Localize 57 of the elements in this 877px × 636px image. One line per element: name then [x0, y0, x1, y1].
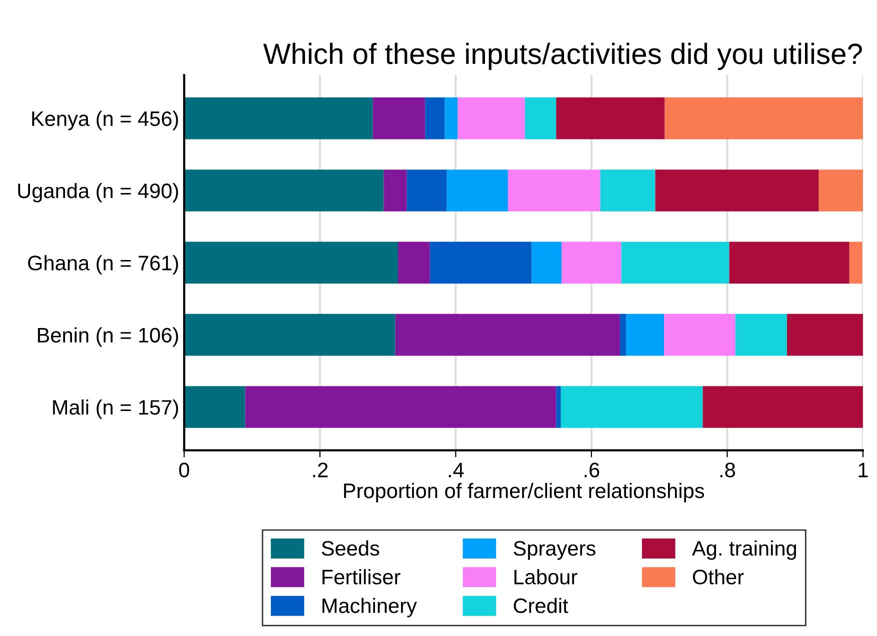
bar	[430, 242, 532, 284]
legend-label: Seeds	[322, 540, 380, 556]
legend-label: Labour	[514, 569, 578, 584]
x-tick-label: 1	[858, 462, 868, 478]
bar	[818, 170, 863, 212]
legend-label: Other	[692, 569, 744, 584]
bar	[384, 170, 407, 212]
bar	[245, 386, 556, 428]
x-tick-label: .8	[720, 462, 735, 478]
bar	[372, 97, 426, 140]
bar	[425, 97, 445, 140]
bar	[620, 314, 626, 356]
bar	[398, 242, 430, 284]
bar	[184, 314, 396, 356]
x-tick-label: .4	[448, 462, 464, 478]
x-tick-label: .6	[584, 462, 600, 478]
bar	[184, 386, 246, 428]
x-tick-label: 0	[179, 462, 190, 478]
legend-label: Sprayers	[514, 540, 596, 560]
bar	[621, 242, 730, 284]
bar	[556, 97, 665, 140]
bar	[184, 97, 373, 140]
bar	[735, 314, 787, 356]
bar	[786, 314, 863, 356]
bar	[849, 242, 862, 284]
bar	[562, 242, 622, 284]
bar	[702, 386, 863, 428]
bar	[184, 170, 384, 212]
bar	[184, 242, 398, 284]
bar	[406, 170, 447, 212]
bar	[600, 170, 656, 212]
bar	[524, 97, 556, 140]
y-tick-label: Kenya (n = 456)	[32, 110, 178, 130]
legend-label: Credit	[514, 598, 568, 614]
x-tick-label: .2	[313, 462, 328, 478]
y-tick-label: Ghana (n = 761)	[28, 255, 178, 275]
legend-label: Machinery	[322, 598, 417, 618]
legend-label: Fertiliser	[322, 569, 400, 584]
bar	[556, 386, 561, 428]
bar	[395, 314, 620, 356]
y-tick-label: Mali (n = 157)	[53, 399, 178, 419]
y-tick-label: Benin (n = 106)	[38, 327, 178, 347]
y-tick-label: Uganda (n = 490)	[18, 182, 178, 202]
bar	[626, 314, 664, 356]
bar	[532, 242, 562, 284]
legend-label: Ag. training	[692, 540, 796, 560]
x-axis-title: Proportion of farmer/client relationships	[344, 482, 704, 502]
bar	[664, 97, 863, 140]
bar	[444, 97, 458, 140]
bar	[446, 170, 508, 212]
bar	[729, 242, 850, 284]
bar	[560, 386, 703, 428]
bar	[664, 314, 736, 356]
chart-title: Which of these inputs/activities did you utilise?	[263, 42, 862, 70]
bar	[508, 170, 600, 212]
bar	[458, 97, 525, 140]
bar	[655, 170, 819, 212]
